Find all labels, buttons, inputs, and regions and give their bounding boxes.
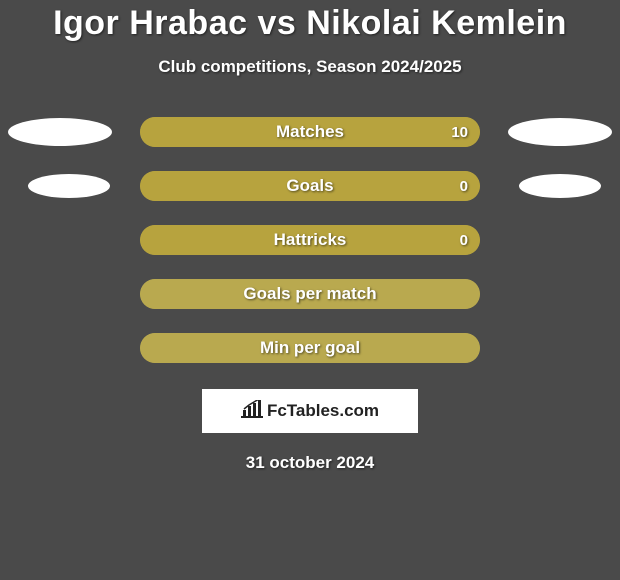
stat-row-min-per-goal: Min per goal [0, 333, 620, 363]
player-right-oval [508, 118, 612, 146]
stat-bar-fill [140, 333, 480, 363]
page-title: Igor Hrabac vs Nikolai Kemlein [0, 4, 620, 43]
stat-row-goals-per-match: Goals per match [0, 279, 620, 309]
subtitle: Club competitions, Season 2024/2025 [0, 57, 620, 77]
bar-chart-icon [241, 400, 263, 423]
logo-text: FcTables.com [267, 401, 379, 421]
stat-bar: Goals 0 [140, 171, 480, 201]
player-left-oval [28, 174, 110, 198]
stat-bar: Goals per match [140, 279, 480, 309]
stat-rows: Matches 10 Goals 0 Hattricks 0 [0, 117, 620, 363]
stat-row-hattricks: Hattricks 0 [0, 225, 620, 255]
stat-row-matches: Matches 10 [0, 117, 620, 147]
stat-bar-fill [140, 279, 480, 309]
stat-row-goals: Goals 0 [0, 171, 620, 201]
stat-bar-fill [140, 171, 480, 201]
stat-bar-fill [140, 225, 480, 255]
logo-box: FcTables.com [202, 389, 418, 433]
comparison-card: Igor Hrabac vs Nikolai Kemlein Club comp… [0, 0, 620, 473]
player-right-oval [519, 174, 601, 198]
stat-bar: Min per goal [140, 333, 480, 363]
date-text: 31 october 2024 [0, 453, 620, 473]
stat-bar: Hattricks 0 [140, 225, 480, 255]
stat-bar: Matches 10 [140, 117, 480, 147]
player-left-oval [8, 118, 112, 146]
stat-bar-fill [140, 117, 480, 147]
